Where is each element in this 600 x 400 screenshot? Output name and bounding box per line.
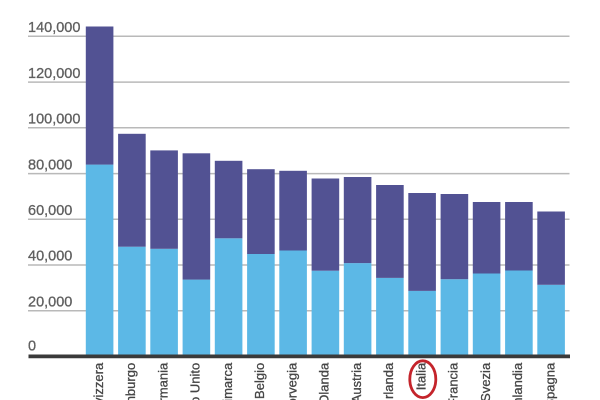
svg-text:Finlandia: Finlandia xyxy=(510,362,525,400)
svg-text:Regno Unito: Regno Unito xyxy=(188,363,203,400)
svg-text:Italia: Italia xyxy=(413,362,428,390)
svg-text:Belgio: Belgio xyxy=(252,363,267,399)
svg-text:80,000: 80,000 xyxy=(28,157,72,173)
svg-text:Francia: Francia xyxy=(446,362,461,400)
svg-text:Olanda: Olanda xyxy=(317,362,332,400)
svg-text:Lussemburgo: Lussemburgo xyxy=(123,363,138,400)
svg-text:Norvegia: Norvegia xyxy=(284,362,299,400)
svg-text:Danimarca: Danimarca xyxy=(220,362,235,400)
svg-text:100,000: 100,000 xyxy=(28,112,80,128)
svg-text:Austria: Austria xyxy=(349,362,364,400)
svg-text:0: 0 xyxy=(28,338,36,354)
svg-text:Svizzera: Svizzera xyxy=(91,362,106,400)
svg-text:Germania: Germania xyxy=(155,362,170,400)
svg-text:20,000: 20,000 xyxy=(28,295,72,311)
svg-text:140,000: 140,000 xyxy=(28,20,80,36)
svg-text:Spagna: Spagna xyxy=(542,362,557,400)
svg-text:Irlanda: Irlanda xyxy=(381,362,396,400)
svg-text:40,000: 40,000 xyxy=(28,249,72,265)
svg-text:Svezia: Svezia xyxy=(478,362,493,400)
svg-text:120,000: 120,000 xyxy=(28,66,80,82)
svg-text:60,000: 60,000 xyxy=(28,203,72,219)
